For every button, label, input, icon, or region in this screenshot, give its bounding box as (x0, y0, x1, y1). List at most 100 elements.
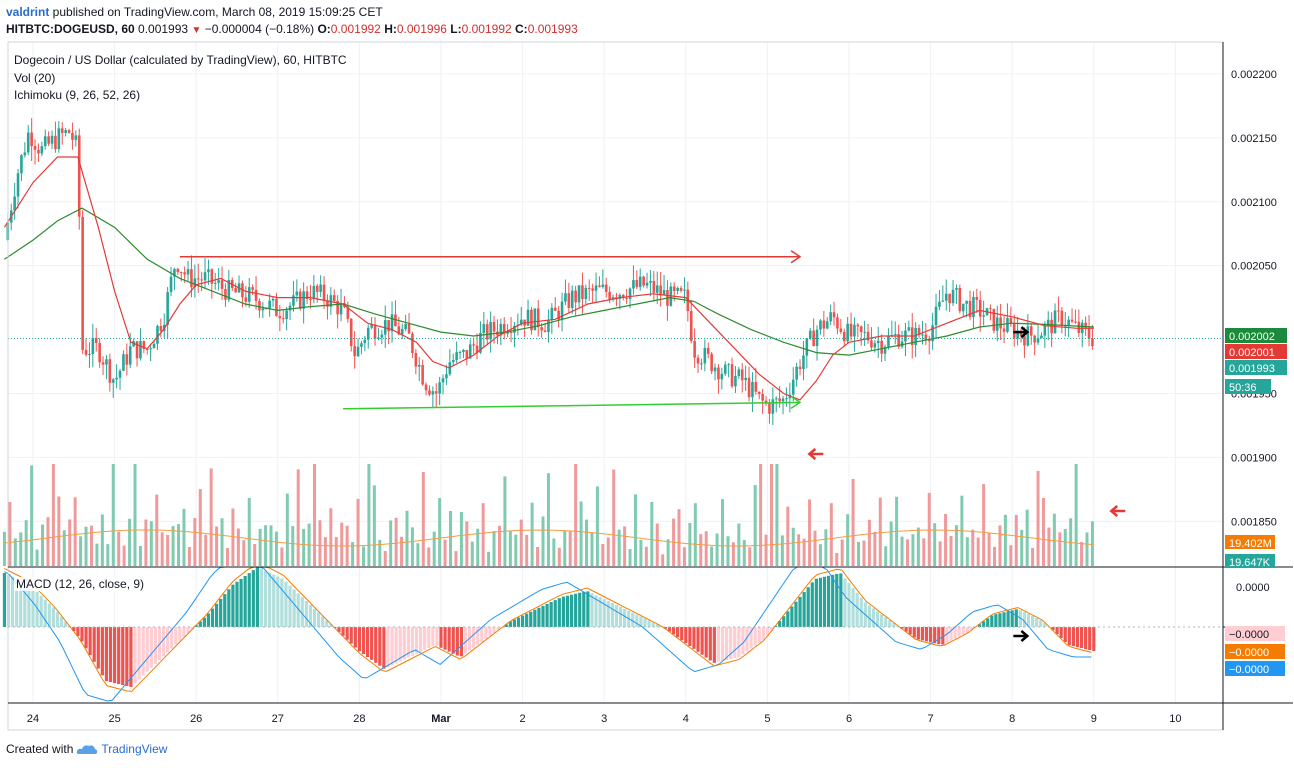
macd-bar (671, 627, 676, 635)
macd-bar (651, 622, 655, 627)
volume-bar (394, 517, 398, 566)
macd-bar (875, 611, 880, 627)
volume-bar (416, 543, 420, 566)
macd-bar (933, 627, 937, 644)
volume-bar (726, 536, 730, 566)
candle-body (125, 354, 129, 365)
macd-bar (117, 627, 121, 685)
time-tick-label: 5 (764, 713, 770, 725)
volume-bar (280, 547, 284, 566)
macd-bar (492, 627, 496, 634)
tradingview-brand[interactable]: TradingView (101, 742, 168, 756)
candle-body (118, 370, 122, 378)
volume-bar (916, 527, 920, 566)
volume-bar (595, 486, 599, 566)
macd-bar (904, 627, 908, 632)
macd-bar (696, 627, 700, 652)
candle-body (428, 390, 431, 395)
candle-body (961, 303, 965, 312)
candle-body (883, 346, 887, 354)
candle-body (271, 298, 275, 301)
candle-body (897, 334, 900, 347)
candle-body (781, 398, 785, 402)
volume-bar (905, 539, 909, 566)
candle-body (166, 292, 169, 325)
candle-body (955, 288, 958, 290)
macd-bar (998, 613, 1002, 627)
candle-body (370, 324, 373, 328)
volume-bar (590, 532, 594, 566)
author-link[interactable]: valdrint (6, 5, 50, 19)
candle-body (50, 135, 54, 144)
main-legend[interactable]: Dogecoin / US Dollar (calculated by Trad… (14, 53, 347, 67)
annotation-arrowhead (1020, 326, 1030, 339)
candle-body (363, 339, 367, 344)
volume-legend[interactable]: Vol (20) (14, 71, 56, 85)
axis-macd-tag: −0.0000 (1225, 626, 1285, 641)
volume-bar (264, 525, 268, 566)
symbol-label: HITBTC:DOGEUSD, 60 (6, 22, 135, 36)
candle-body (200, 279, 203, 281)
candle-body (795, 366, 798, 380)
candle-body (611, 297, 615, 300)
volume-bar (372, 485, 376, 566)
candle-body (1091, 338, 1094, 347)
macd-legend[interactable]: MACD (12, 26, close, 9) (14, 577, 147, 591)
time-tick-label: 8 (1009, 713, 1015, 725)
macd-bar (561, 596, 565, 627)
macd-bar (149, 627, 153, 668)
time-tick-label: 24 (27, 713, 39, 725)
candle-body (111, 379, 115, 383)
candle-body (649, 281, 652, 283)
candle-body (251, 287, 254, 290)
macd-bar (365, 627, 370, 657)
candle-body (652, 281, 656, 293)
volume-bar (802, 538, 806, 566)
candle-body (975, 296, 979, 300)
macd-bar (827, 575, 831, 627)
candle-body (319, 284, 322, 292)
price-tick-label: 0.001850 (1231, 516, 1277, 528)
axis-price-tag-text: 0.002001 (1229, 347, 1275, 359)
macd-bar (990, 615, 994, 627)
volume-bar (742, 539, 746, 566)
signal-line (4, 566, 1092, 692)
candle-body (244, 297, 248, 302)
volume-bar (19, 532, 23, 566)
price-tick-label: 0.001900 (1231, 452, 1277, 464)
footer: Created with TradingView (6, 742, 167, 756)
macd-bar (186, 627, 190, 634)
macd-bar (100, 627, 104, 676)
candle-body (414, 352, 418, 367)
macd-bar (929, 627, 933, 643)
macd-bar (1067, 627, 1071, 646)
volume-bar (650, 501, 654, 566)
candle-body (567, 293, 571, 308)
ichimoku-base-line (4, 207, 1094, 356)
ichimoku-legend[interactable]: Ichimoku (9, 26, 52, 26) (14, 88, 141, 102)
macd-bar (198, 621, 202, 627)
candle-body (717, 367, 720, 380)
candle-body (492, 321, 496, 332)
candle-body (57, 128, 61, 150)
candle-body (77, 135, 81, 217)
macd-bar (247, 573, 251, 627)
macd-bar (231, 584, 235, 627)
candle-body (543, 330, 547, 333)
macd-bar (76, 627, 80, 636)
macd-bar (859, 597, 863, 627)
time-tick-label: 9 (1091, 713, 1097, 725)
macd-bar (80, 627, 84, 642)
macd-bar (243, 575, 247, 627)
macd-bar (451, 627, 455, 654)
volume-bar (1052, 513, 1056, 566)
volume-bar (144, 519, 148, 566)
candle-body (169, 276, 173, 293)
candle-body (574, 290, 577, 303)
candle-body (761, 393, 764, 401)
candle-body (853, 324, 856, 337)
macd-bar (378, 627, 382, 666)
candle-body (768, 403, 771, 414)
volume-bar (519, 519, 523, 566)
